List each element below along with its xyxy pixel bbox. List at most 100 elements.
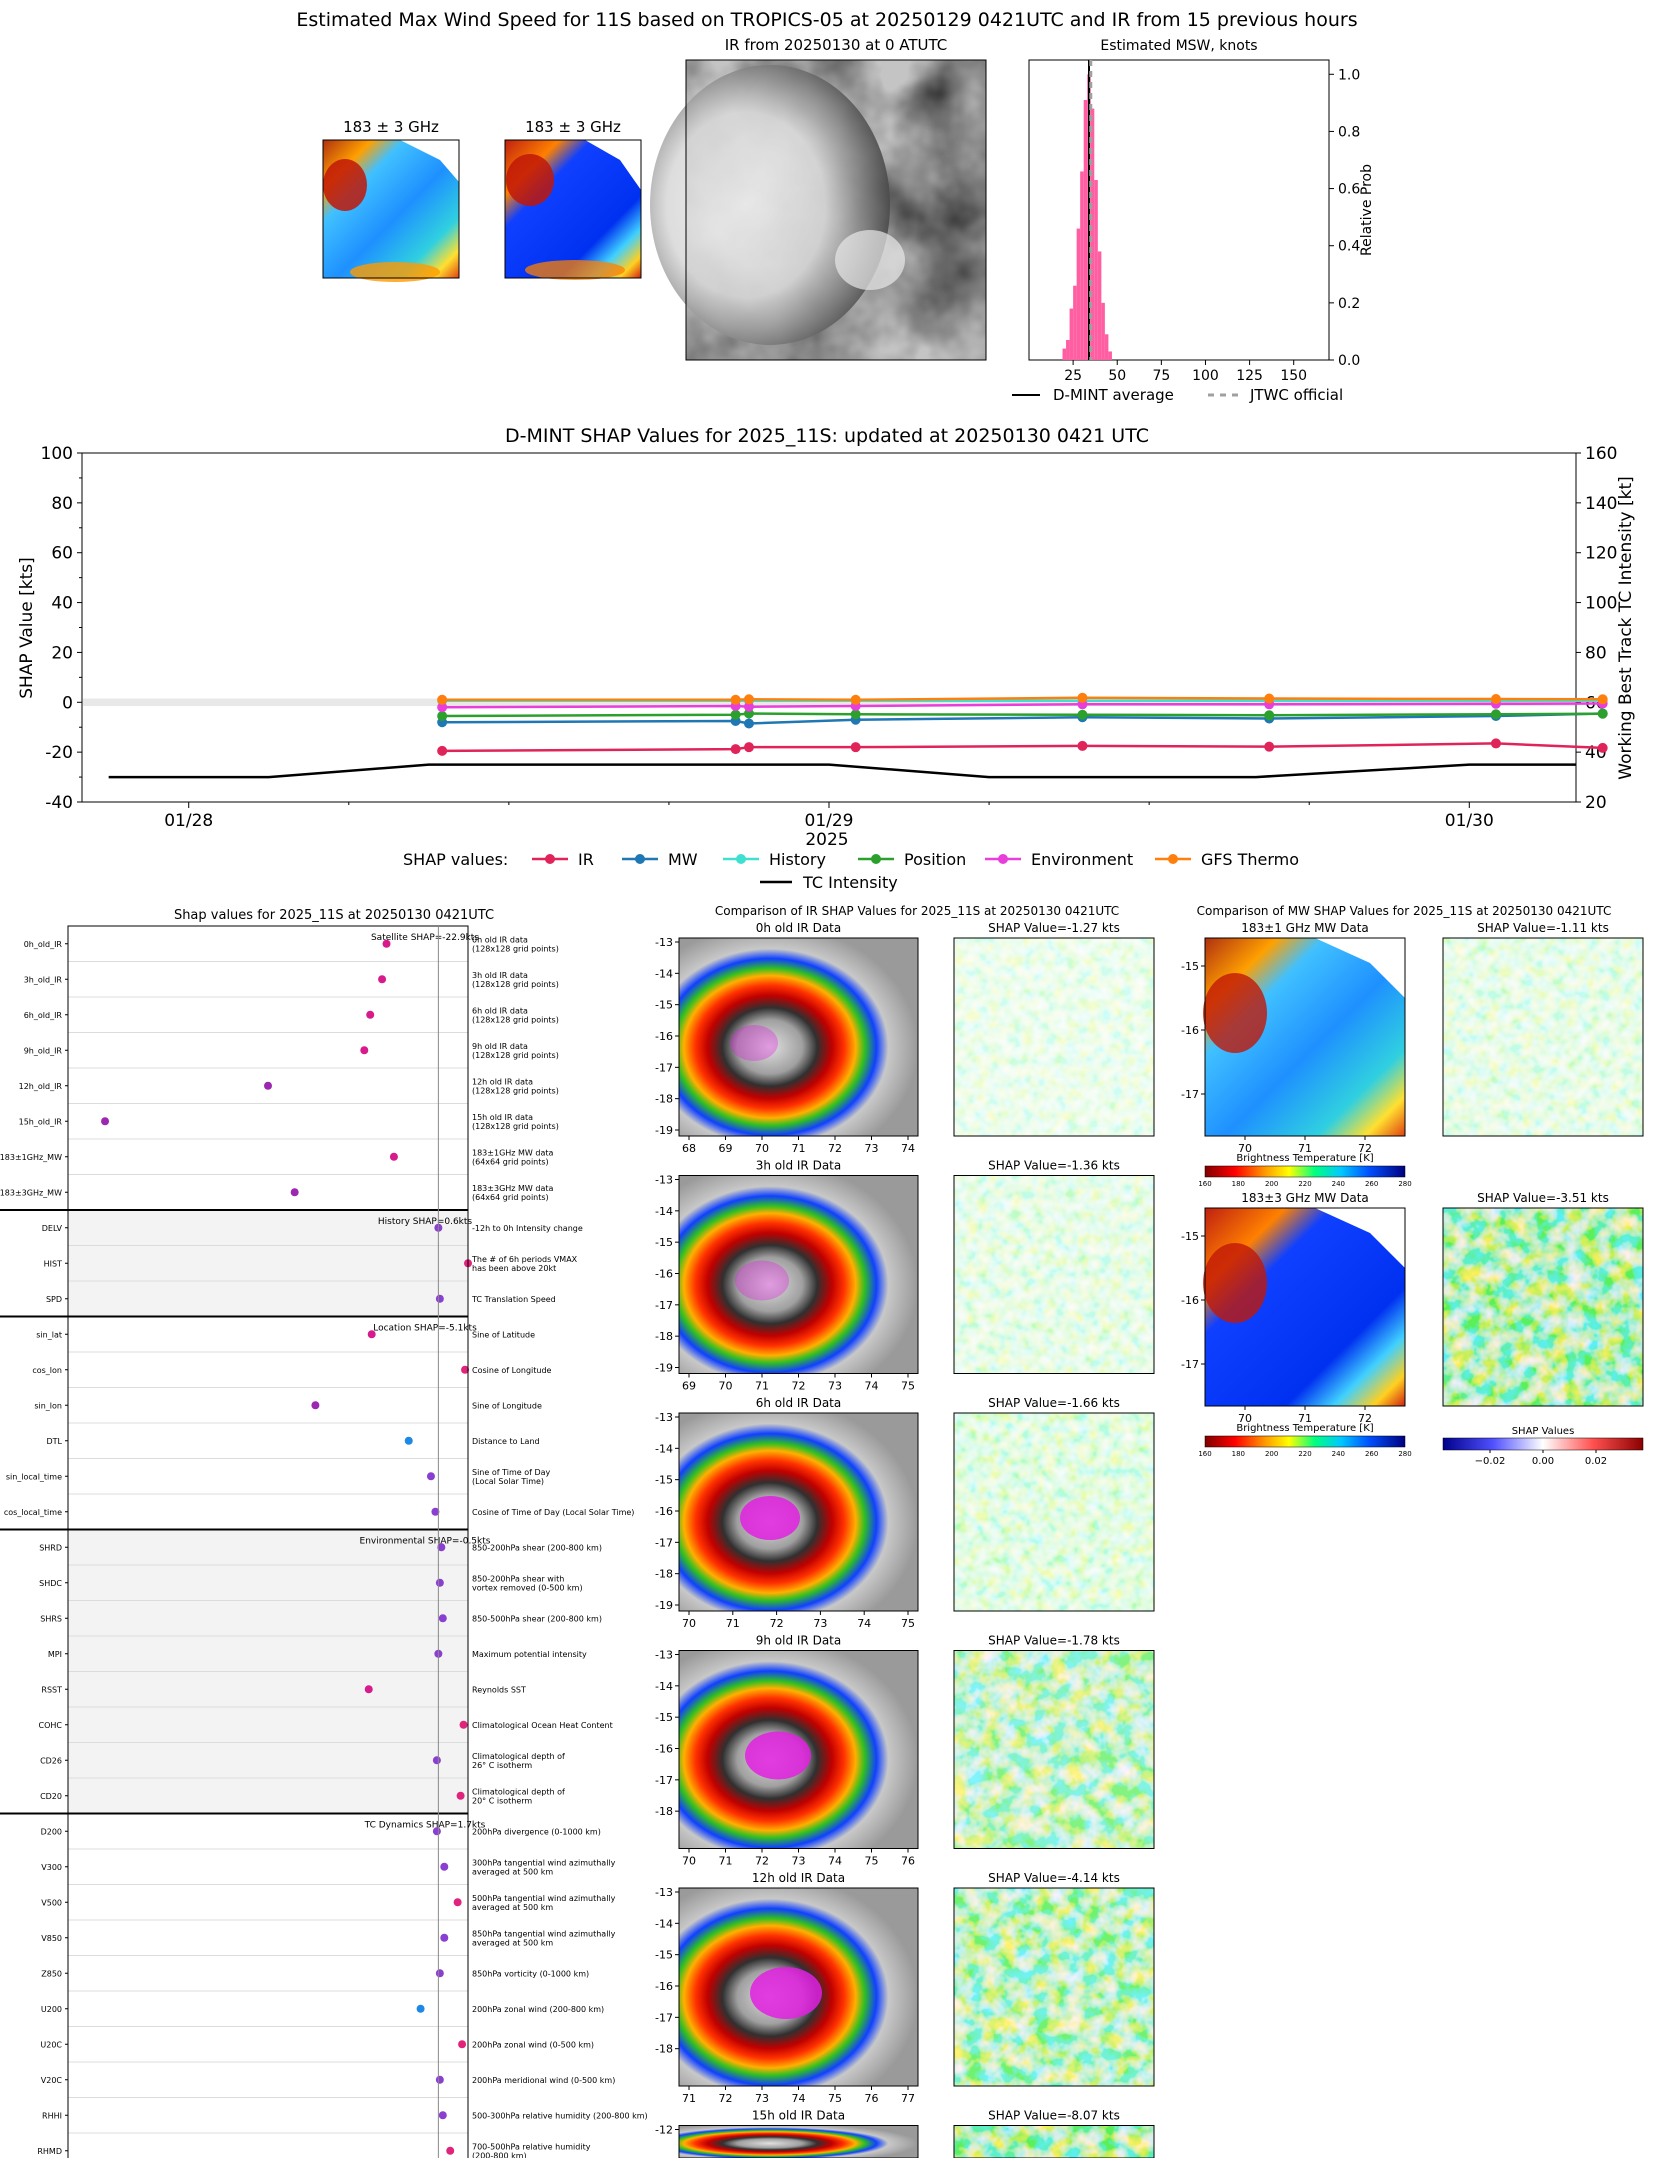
colorbar-label: Brightness Temperature [K] [1236,1153,1373,1164]
brightness-colorbar [1205,1166,1405,1177]
dotplot-feature-description: Climatological depth of [472,1752,565,1761]
histogram-bar-13 [1108,351,1112,360]
ir-shap-image [954,938,1154,1136]
ir-ytick-label: -13 [655,1411,673,1424]
mw-comparison-panels: Comparison of MW SHAP Values for 2025_11… [1181,904,1643,1467]
histogram-bar-4 [1077,229,1081,360]
series-point-ir [731,744,741,754]
ir-ytick-label: -14 [655,1442,673,1455]
dotplot-feature-label: 9h_old_IR [24,1046,63,1055]
colorbar-tick-label: 240 [1332,1180,1345,1188]
dotplot-feature-label: U20C [40,2040,62,2049]
dotplot-point-V500 [454,1898,462,1906]
ir-ytick-label: -17 [655,2011,673,2024]
dotplot-feature-label: DTL [46,1437,62,1446]
ir-shap-title: SHAP Value=-4.14 kts [988,1871,1120,1885]
ir-xtick-label: 76 [901,1855,915,1868]
legend-jtwc-label: JTWC official [1249,386,1343,404]
histogram-xtick-label: 25 [1064,368,1082,384]
ir-ytick-label: -18 [655,1805,673,1818]
ir-panel-title: 6h old IR Data [756,1396,842,1410]
dotplot-feature-description: averaged at 500 km [472,1867,553,1876]
ir-xtick-label: 73 [828,1380,842,1393]
dotplot-point-V300 [440,1863,448,1871]
legend-label-position: Position [904,850,966,869]
ir-ytick-label: -14 [655,967,673,980]
ir-panel-image [679,938,918,1136]
dotplot-group-label: TC Dynamics SHAP=1.7kts [364,1821,486,1831]
dotplot-feature-label: V20C [41,2076,63,2085]
dotplot-feature-description: averaged at 500 km [472,1903,553,1912]
ir-xtick-label: 75 [865,1855,879,1868]
timeseries-ytick-right-label: 120 [1585,544,1617,564]
dotplot-feature-description: 183±3GHz MW data [472,1184,553,1193]
ir-xtick-label: 71 [682,2092,696,2105]
colorbar-tick-label: 280 [1398,1450,1411,1458]
timeseries-ytick-right-label: 20 [1585,793,1607,813]
histogram-xtick-label: 100 [1192,368,1219,384]
histogram-ytick-label: 0.2 [1338,296,1360,312]
colorbar-tick-label: 220 [1298,1450,1311,1458]
mw-ytick-label: -15 [1181,1230,1199,1243]
dotplot-feature-description: 700-500hPa relative humidity [472,2142,591,2151]
ir-ytick-label: -16 [655,1980,673,1993]
dotplot-feature-label: cos_local_time [4,1508,62,1517]
histogram-ytick-label: 0.8 [1338,124,1360,140]
dotplot-point-12h_old_IR [264,1082,272,1090]
dotplot-feature-description: -12h to 0h Intensity change [472,1224,583,1233]
ir-comparison-title: Comparison of IR SHAP Values for 2025_11… [715,904,1119,918]
histogram-xtick-label: 150 [1280,368,1307,384]
ir-ytick-label: -17 [655,1299,673,1312]
mw-panel-title: 183±1 GHz MW Data [1241,921,1369,935]
mw-panel-2-image [505,140,641,280]
ir-xtick-label: 71 [726,1617,740,1630]
dotplot-feature-description: (128x128 grid points) [472,1015,559,1024]
dotplot-point-DTL [405,1437,413,1445]
colorbar-tick-label: 240 [1332,1450,1345,1458]
histogram-bar-11 [1101,303,1105,360]
mw-ytick-label: -17 [1181,1088,1199,1101]
dotplot-feature-description: 3h old IR data [472,971,528,980]
timeseries-title: D-MINT SHAP Values for 2025_11S: updated… [505,425,1149,447]
dotplot-feature-description: (200-800 km) [472,2151,527,2158]
ir-xtick-label: 77 [901,2092,915,2105]
legend-label-environment: Environment [1031,850,1133,869]
series-point-ir [851,742,861,752]
legend-label-mw: MW [668,850,698,869]
dotplot-feature-label: HIST [44,1259,62,1268]
mw-shap-title: SHAP Value=-3.51 kts [1477,1191,1609,1205]
ir-ytick-label: -13 [655,1886,673,1899]
dotplot-feature-description: 0h old IR data [472,935,528,944]
ir-xtick-label: 70 [719,1380,733,1393]
dotplot-feature-label: SHDC [39,1579,62,1588]
timeseries-ylabel-right: Working Best Track TC Intensity [kt] [1616,476,1636,780]
ir-ytick-label: -14 [655,1680,673,1693]
dotplot-feature-label: 183±3GHz_MW [0,1188,62,1197]
dotplot-feature-description: 850hPa vorticity (0-1000 km) [472,1969,589,1978]
dotplot-point-COHC [460,1721,468,1729]
dotplot-feature-label: 6h_old_IR [24,1011,63,1020]
ir-panel-title: IR from 20250130 at 0 ATUTC [725,36,948,54]
colorbar-tick-label: 180 [1232,1180,1245,1188]
timeseries-ytick-label: 20 [51,643,73,663]
mw-ytick-label: -16 [1181,1024,1199,1037]
dotplot-feature-description: TC Translation Speed [471,1295,556,1304]
ir-ytick-label: -13 [655,1649,673,1662]
ir-ytick-label: -15 [655,1474,673,1487]
ir-xtick-label: 73 [792,1855,806,1868]
ir-ytick-label: -16 [655,1268,673,1281]
shap-feature-dotplot: Shap values for 2025_11S at 20250130 042… [0,908,648,2158]
ir-xtick-label: 74 [865,1380,879,1393]
legend-label-history: History [769,850,826,869]
dotplot-feature-description: 6h old IR data [472,1006,528,1015]
series-point-position [1491,709,1501,719]
series-point-ir [1598,743,1608,753]
dotplot-feature-label: 183±1GHz_MW [0,1153,62,1162]
histogram-bar-0 [1063,349,1067,360]
dotplot-feature-description: averaged at 500 km [472,1938,553,1947]
ir-cold-core [745,1732,811,1780]
ir-xtick-label: 74 [901,1142,915,1155]
dotplot-feature-label: 15h_old_IR [19,1117,63,1126]
ir-ytick-label: -15 [655,1949,673,1962]
series-point-ir [1077,741,1087,751]
